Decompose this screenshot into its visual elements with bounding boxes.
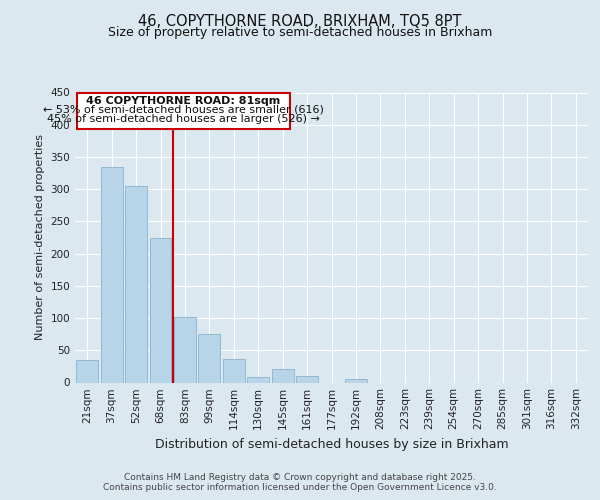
Text: Contains HM Land Registry data © Crown copyright and database right 2025.: Contains HM Land Registry data © Crown c… xyxy=(124,472,476,482)
Bar xyxy=(174,317,196,382)
Text: 46 COPYTHORNE ROAD: 81sqm: 46 COPYTHORNE ROAD: 81sqm xyxy=(86,96,281,106)
Bar xyxy=(296,376,318,382)
Bar xyxy=(345,378,367,382)
Bar xyxy=(101,166,122,382)
Text: 45% of semi-detached houses are larger (526) →: 45% of semi-detached houses are larger (… xyxy=(47,114,320,124)
Bar xyxy=(76,360,98,382)
Text: Contains public sector information licensed under the Open Government Licence v3: Contains public sector information licen… xyxy=(103,484,497,492)
Bar xyxy=(223,358,245,382)
Bar xyxy=(272,369,293,382)
Bar xyxy=(247,378,269,382)
Text: 46, COPYTHORNE ROAD, BRIXHAM, TQ5 8PT: 46, COPYTHORNE ROAD, BRIXHAM, TQ5 8PT xyxy=(138,14,462,29)
Text: Size of property relative to semi-detached houses in Brixham: Size of property relative to semi-detach… xyxy=(108,26,492,39)
X-axis label: Distribution of semi-detached houses by size in Brixham: Distribution of semi-detached houses by … xyxy=(155,438,508,451)
Text: ← 53% of semi-detached houses are smaller (616): ← 53% of semi-detached houses are smalle… xyxy=(43,104,324,115)
FancyBboxPatch shape xyxy=(77,92,290,129)
Bar xyxy=(149,238,172,382)
Bar xyxy=(199,334,220,382)
Y-axis label: Number of semi-detached properties: Number of semi-detached properties xyxy=(35,134,45,340)
Bar xyxy=(125,186,147,382)
